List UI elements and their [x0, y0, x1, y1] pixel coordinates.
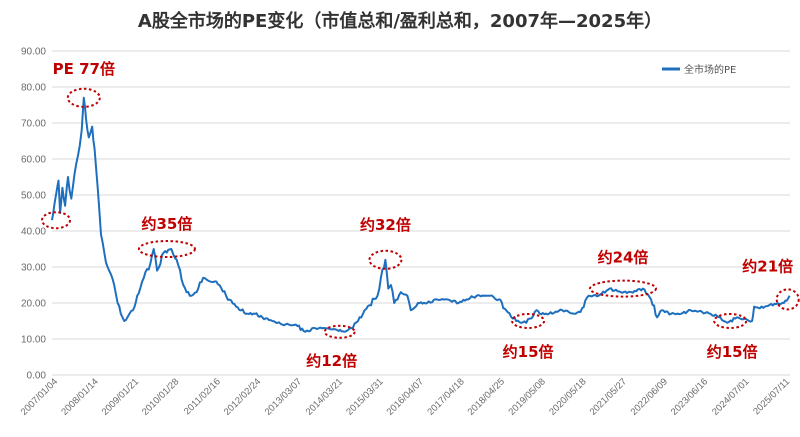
annotation-label: 约21倍 [742, 257, 793, 275]
x-tick-label: 2007/01/04 [19, 376, 60, 417]
annotation-ring [137, 240, 196, 258]
annotation-rings [41, 87, 800, 339]
annotation-label: 约35倍 [141, 215, 192, 233]
y-tick-label: 30.00 [21, 263, 46, 274]
annotation-ring [66, 87, 101, 108]
x-tick-label: 2019/05/08 [507, 376, 548, 417]
y-tick-label: 60.00 [21, 155, 46, 166]
annotation-label: 约15倍 [503, 343, 554, 361]
x-tick-label: 2014/03/21 [304, 376, 345, 417]
annotation-ring [323, 324, 356, 339]
y-tick-label: 10.00 [21, 335, 46, 346]
grid-lines [52, 50, 790, 376]
x-tick-label: 2020/05/18 [547, 376, 588, 417]
annotation-ring [775, 288, 800, 311]
x-tick-label: 2012/02/24 [222, 376, 263, 417]
annotation-ring [511, 313, 546, 329]
y-tick-label: 70.00 [21, 119, 46, 130]
y-axis-ticks: 0.00 10.00 20.00 30.00 40.00 50.00 60.00 70.00 8… [21, 47, 46, 382]
x-tick-label: 2023/06/16 [669, 376, 710, 417]
annotation-ring [368, 249, 403, 270]
x-tick-label: 2018/04/25 [466, 376, 507, 417]
x-tick-label: 2021/05/27 [588, 376, 629, 417]
x-tick-label: 2011/02/16 [182, 376, 223, 417]
x-tick-label: 2016/04/07 [385, 376, 426, 417]
y-tick-label: 50.00 [21, 191, 46, 202]
legend: 全市场的PE [662, 63, 736, 76]
legend-label: 全市场的PE [684, 63, 736, 76]
y-tick-label: 20.00 [21, 299, 46, 310]
x-tick-label: 2013/03/07 [263, 376, 304, 417]
annotation-ring-start [41, 211, 71, 230]
x-tick-label: 2025/07/11 [751, 376, 792, 417]
chart-title: A股全市场的PE变化（市值总和/盈利总和，2007年—2025年） [138, 10, 662, 32]
x-tick-label: 2022/06/09 [629, 376, 670, 417]
x-tick-label: 2008/01/14 [59, 376, 100, 417]
annotation-ring [589, 279, 658, 298]
x-axis-ticks: 2007/01/04 2008/01/142009/01/212010/01/28… [19, 376, 792, 417]
series-line [51, 96, 791, 333]
x-tick-label: 2009/01/21 [100, 376, 141, 417]
x-tick-label: 2017/04/18 [425, 376, 466, 417]
annotation-label: 约32倍 [360, 216, 411, 234]
y-tick-label: 40.00 [21, 227, 46, 238]
y-tick-label: 0.00 [27, 371, 47, 382]
annotation-label: 约24倍 [598, 249, 649, 267]
series-layer [51, 96, 791, 333]
y-tick-label: 80.00 [21, 83, 46, 94]
annotation-label: PE 77倍 [53, 60, 115, 78]
annotation-ring [713, 313, 748, 329]
x-tick-label: 2024/07/01 [710, 376, 751, 417]
x-tick-label: 2015/03/31 [344, 376, 385, 417]
annotation-label: 约15倍 [707, 343, 758, 361]
annotation-label: 约12倍 [306, 352, 357, 370]
x-tick-label: 2010/01/28 [140, 376, 181, 417]
y-tick-label: 90.00 [21, 47, 46, 58]
